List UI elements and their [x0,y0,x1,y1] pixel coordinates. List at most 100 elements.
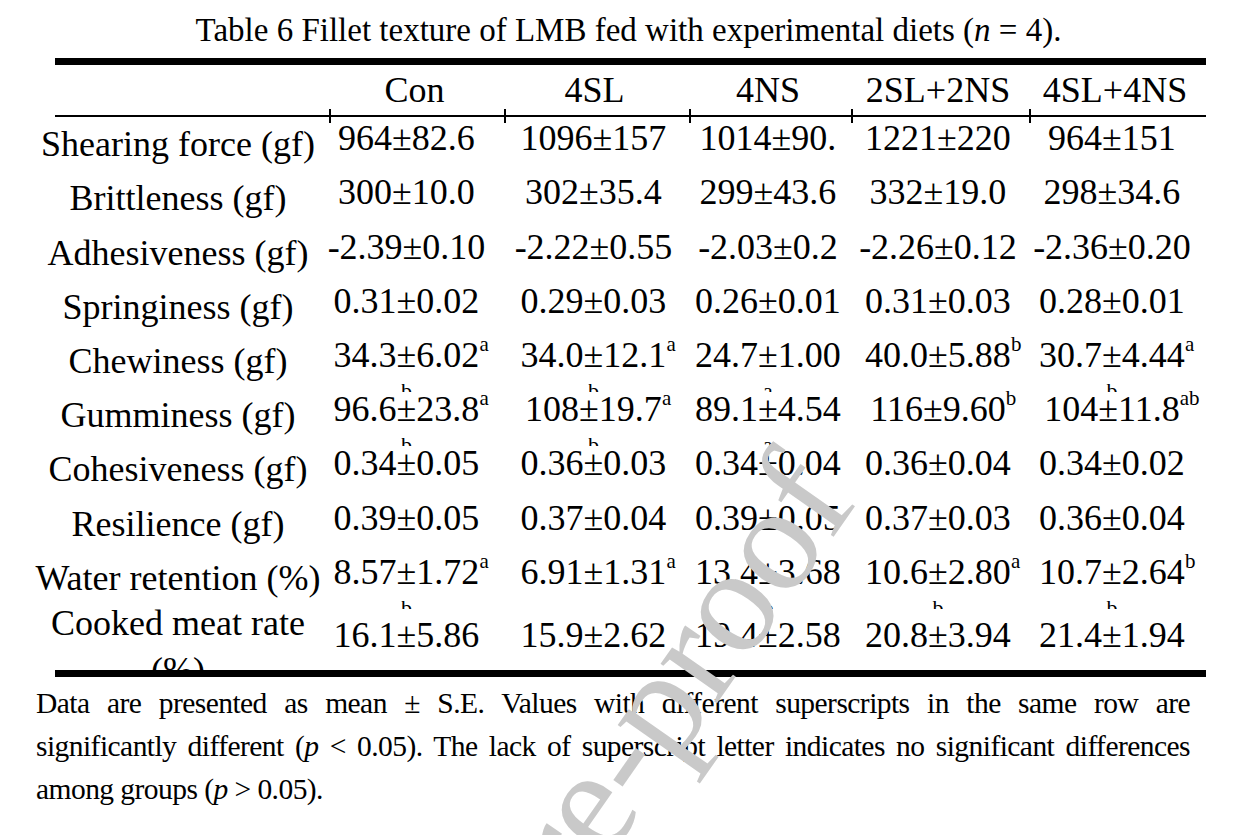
value-text: 0.31±0.02 [334,283,480,319]
wrapped-superscript: b [933,597,944,609]
value-cell: 300±10.0 [319,174,494,210]
value-cell: 96.6±23.8a [319,391,494,427]
value-text: 1096±157 [521,120,667,156]
row-label: Resilience (gf) [31,506,325,542]
value-cell: 30.7±4.44a [1024,337,1200,373]
value-text: 332±19.0 [870,174,1007,210]
caption-suffix: = 4). [991,12,1062,48]
table-caption: Table 6 Fillet texture of LMB fed with e… [10,12,1237,49]
value-text: 34.3±6.02a [334,337,480,373]
value-text: 16.1±5.86 [334,617,480,653]
value-text: 964±82.6 [338,120,475,156]
column-header: 4SL [564,72,624,108]
value-text: 116±9.60b [870,391,1005,427]
value-text: 298±34.6 [1044,174,1181,210]
value-cell: 24.7±1.00 [687,337,849,373]
value-cell: -2.36±0.20 [1024,229,1200,265]
value-cell: -2.26±0.12 [849,229,1027,265]
row-label: Adhesiveness (gf) [31,235,325,271]
superscript: b [1011,334,1022,355]
value-cell: 332±19.0 [849,174,1027,210]
value-cell: 0.31±0.03 [849,283,1027,319]
value-cell: 34.0±12.1a [501,337,686,373]
superscript: a [479,334,488,355]
value-text: 21.4±1.94 [1039,617,1185,653]
value-text: 108±19.7a [525,391,662,427]
caption-text: Table 6 Fillet texture of LMB fed with e… [196,12,974,48]
value-text: 0.29±0.03 [521,283,667,319]
row-label: Brittleness (gf) [31,180,325,216]
value-text: 10.7±2.64b [1039,554,1185,590]
value-cell: 0.34±0.05 [319,445,494,481]
value-text: 0.34±0.05 [334,445,480,481]
value-cell: 964±151 [1024,120,1200,156]
value-cell: 21.4±1.94 [1024,617,1200,653]
value-text: 34.0±12.1a [521,337,667,373]
value-text: 0.36±0.04 [1039,500,1185,536]
value-cell: 20.8±3.94 [849,617,1027,653]
value-text: 0.39±0.05 [334,500,480,536]
value-text: 300±10.0 [338,174,475,210]
value-cell: 0.34±0.02 [1024,445,1200,481]
wrapped-superscript: b [401,597,412,609]
value-cell: 299±43.6 [687,174,849,210]
value-text: 104±11.8ab [1044,391,1179,427]
value-cell: 0.29±0.03 [501,283,686,319]
column-header: 4SL+4NS [1043,72,1187,108]
value-cell: 89.1±4.54 [687,391,849,427]
superscript: a [479,388,488,409]
value-text: 0.36±0.03 [521,445,667,481]
value-text: -2.36±0.20 [1033,229,1191,265]
superscript: a [666,334,675,355]
superscript: b [1185,551,1196,572]
value-text: 964±151 [1048,120,1176,156]
value-cell: 302±35.4 [501,174,686,210]
value-text: -2.22±0.55 [515,229,673,265]
value-text: 20.8±3.94 [865,617,1011,653]
value-text: 0.26±0.01 [695,283,841,319]
value-text: 96.6±23.8a [334,391,480,427]
value-text: 30.7±4.44a [1039,337,1185,373]
row-label: Gumminess (gf) [31,397,325,433]
value-text: 0.34±0.02 [1039,445,1185,481]
value-cell: 10.7±2.64b [1024,554,1200,590]
value-cell: -2.22±0.55 [501,229,686,265]
value-text: 0.37±0.03 [865,500,1011,536]
superscript: a [1185,334,1194,355]
table-top-rule [55,58,1206,65]
value-text: 0.28±0.01 [1039,283,1185,319]
value-cell: 298±34.6 [1024,174,1200,210]
wrapped-superscript: b [1107,597,1118,609]
row-label: Water retention (%) [31,560,325,596]
row-label: Shearing force (gf) [31,126,325,162]
value-text: 1014±90. [700,120,837,156]
value-cell: 0.28±0.01 [1024,283,1200,319]
value-cell: 0.37±0.04 [501,500,686,536]
value-text: -2.39±0.10 [328,229,486,265]
value-cell: 8.57±1.72a [319,554,494,590]
page: Table 6 Fillet texture of LMB fed with e… [0,0,1237,835]
value-text: 299±43.6 [700,174,837,210]
value-text: 0.37±0.04 [521,500,667,536]
superscript: ab [1180,388,1200,409]
value-text: 24.7±1.00 [695,337,841,373]
value-cell: 1096±157 [501,120,686,156]
value-text: 1221±220 [865,120,1011,156]
value-text: 0.36±0.04 [865,445,1011,481]
superscript: a [479,551,488,572]
value-cell: 964±82.6 [319,120,494,156]
value-cell: 104±11.8ab [1024,391,1200,427]
value-cell: 116±9.60b [849,391,1027,427]
value-cell: 0.36±0.03 [501,445,686,481]
value-cell: -2.39±0.10 [319,229,494,265]
row-label: Cohesiveness (gf) [31,451,325,487]
column-header: 4NS [736,72,800,108]
superscript: b [1006,388,1017,409]
value-cell: 1014±90. [687,120,849,156]
value-cell: 1221±220 [849,120,1027,156]
value-text: 302±35.4 [525,174,662,210]
value-text: -2.26±0.12 [859,229,1017,265]
value-text: 89.1±4.54 [695,391,841,427]
value-cell: 0.36±0.04 [849,445,1027,481]
value-cell: 40.0±5.88b [849,337,1027,373]
